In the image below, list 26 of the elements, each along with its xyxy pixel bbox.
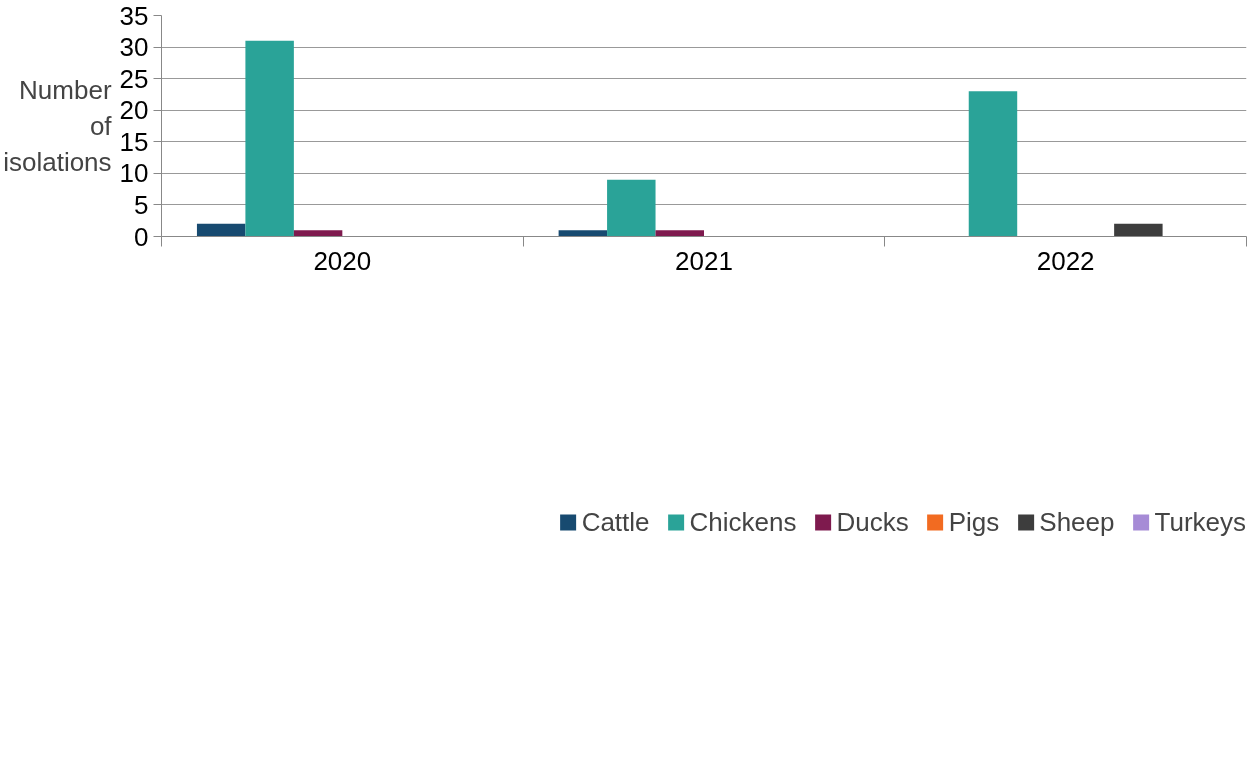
legend-label: Turkeys [1154,506,1246,538]
y-axis-title: Number of isolations [3,75,113,177]
y-tick-label: 0 [134,221,149,252]
y-tick-label: 5 [134,189,149,220]
y-tick-label: 35 [119,0,149,31]
x-tick-label: 2020 [313,245,372,276]
y-tick-label: 20 [119,95,149,126]
y-tick-label: 25 [119,63,149,94]
legend-label: Cattle [581,506,650,538]
bar [1114,223,1163,237]
bar [245,40,294,237]
bar [293,230,343,237]
y-tick-label: 30 [119,32,149,63]
x-tick-label: 2021 [675,245,733,276]
bar [558,230,608,237]
y-tick-label: 15 [119,126,149,157]
legend-label: Chickens [689,506,797,538]
legend-label: Ducks [836,506,909,538]
legend-label: Sheep [1039,506,1115,538]
bar [196,223,246,237]
bar [968,91,1018,237]
bar [607,179,656,237]
x-tick-label: 2022 [1036,245,1095,276]
bar [655,230,704,237]
legend-label: Pigs [948,506,1000,538]
y-tick-label: 10 [119,158,149,189]
